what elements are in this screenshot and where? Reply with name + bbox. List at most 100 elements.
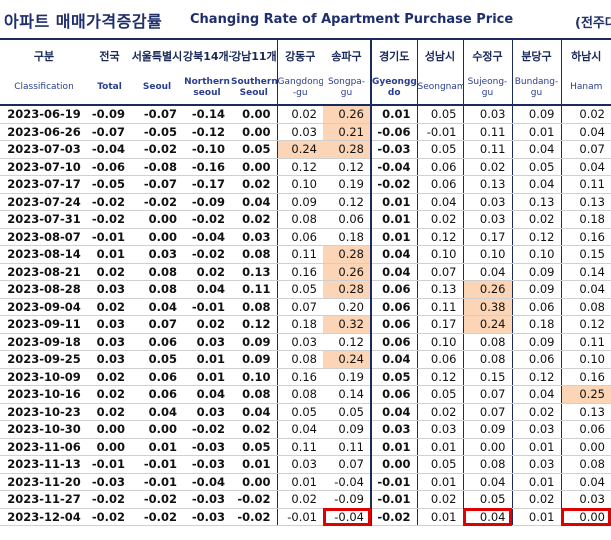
table-cell: 0.07 (560, 140, 611, 159)
table-row: 2023-10-30 0.00 0.00 -0.02 0.02 0.04 0.09 0.03 0… (0, 420, 611, 439)
table-cell: -0.01 (416, 123, 463, 141)
header-row-korean: 구분 전국 서울특별시 강북14개구 강남11개구 강동구 송파구 경기도 성남… (0, 38, 611, 71)
table-cell: 0.03 (560, 490, 611, 509)
table-cell: -0.01 (276, 508, 323, 526)
table-cell: 0.01 (231, 455, 277, 474)
row-date: 2023-10-30 (0, 420, 88, 439)
table-cell: 0.01 (370, 438, 417, 456)
table-cell: 0.32 (323, 315, 371, 334)
table-cell: 0.06 (511, 298, 561, 316)
table-cell: -0.04 (183, 473, 231, 491)
table-cell: -0.01 (131, 455, 183, 474)
table-cell: 0.11 (416, 298, 463, 316)
table-cell: 0.01 (511, 473, 561, 491)
table-cell: 0.07 (416, 263, 463, 281)
table-cell: 0.04 (560, 123, 611, 141)
table-cell: 0.03 (511, 455, 561, 474)
table-cell: -0.09 (323, 490, 371, 509)
table-cell: 0.04 (511, 385, 561, 404)
header-ko-6: 송파구 (323, 38, 371, 71)
table-cell: 0.06 (560, 420, 611, 439)
table-cell: -0.04 (323, 473, 371, 491)
header-ko-4: 강남11개구 (231, 38, 277, 71)
table-cell: 0.04 (370, 263, 417, 281)
table-cell: 0.12 (323, 158, 371, 176)
table-cell: 0.12 (560, 315, 611, 334)
table-cell: -0.10 (183, 140, 231, 159)
row-date: 2023-08-07 (0, 228, 88, 246)
table-cell: 0.14 (323, 385, 371, 404)
table-cell: 0.02 (416, 403, 463, 421)
table-cell: -0.07 (88, 123, 131, 141)
table-cell: 0.03 (88, 333, 131, 351)
row-date: 2023-11-06 (0, 438, 88, 456)
table-cell: -0.08 (131, 158, 183, 176)
table-cell: 0.07 (462, 385, 512, 404)
table-cell: 0.04 (560, 158, 611, 176)
table-cell: 0.03 (511, 420, 561, 439)
table-cell: 0.01 (370, 105, 417, 124)
table-row: 2023-09-25 0.03 0.05 0.01 0.09 0.08 0.24 0.04 0.… (0, 350, 611, 369)
table-row: 2023-11-06 0.00 0.01 -0.03 0.05 0.11 0.11 0.01 0… (0, 438, 611, 456)
table-cell: 0.18 (323, 228, 371, 246)
header-en-1: Total (88, 71, 131, 106)
table-cell: 0.05 (231, 438, 277, 456)
table-row: 2023-10-16 0.02 0.06 0.04 0.08 0.08 0.14 0.06 0.… (0, 385, 611, 404)
header-en-4: Southern Seoul (231, 71, 277, 106)
table-cell: -0.07 (131, 175, 183, 194)
table-cell: 0.04 (462, 473, 512, 491)
header-ko-0: 구분 (0, 38, 88, 71)
header-en-6: Songpa- gu (323, 71, 371, 106)
table-cell: 0.02 (183, 315, 231, 334)
table-cell: 0.03 (88, 350, 131, 369)
table-cell: 0.02 (416, 210, 463, 229)
table-cell: 0.11 (276, 245, 323, 264)
table-cell: 0.17 (462, 228, 512, 246)
row-date: 2023-07-10 (0, 158, 88, 176)
table-cell: 0.10 (231, 368, 277, 386)
header-ko-1: 전국 (88, 38, 131, 71)
table-cell: 0.04 (231, 403, 277, 421)
table-cell: -0.14 (183, 105, 231, 124)
table-cell: -0.02 (370, 175, 417, 194)
table-cell: -0.02 (131, 140, 183, 159)
table-cell: 0.07 (323, 455, 371, 474)
table-cell: 0.02 (276, 490, 323, 509)
row-date: 2023-11-13 (0, 455, 88, 474)
table-cell: 0.10 (511, 245, 561, 264)
table-cell: 0.08 (231, 298, 277, 316)
table-cell: 0.28 (323, 280, 371, 299)
table-cell: 0.05 (370, 368, 417, 386)
table-cell: 0.02 (462, 158, 512, 176)
table-cell: 0.04 (462, 263, 512, 281)
title-bar: 아파트 매매가격증감률 Changing Rate of Apartment P… (0, 0, 611, 36)
row-date: 2023-09-25 (0, 350, 88, 369)
table-cell: -0.02 (231, 490, 277, 509)
table-cell: 0.03 (88, 315, 131, 334)
table-cell: 0.05 (416, 105, 463, 124)
table-cell: 0.04 (276, 420, 323, 439)
header-en-8: Seongnam (416, 71, 463, 106)
table-cell: 0.00 (88, 420, 131, 439)
table-cell: 0.16 (276, 263, 323, 281)
table-cell: 0.04 (462, 508, 512, 526)
table-cell: 0.03 (183, 403, 231, 421)
table-cell: 0.13 (416, 280, 463, 299)
table-cell: 0.03 (276, 123, 323, 141)
table-cell: -0.03 (183, 508, 231, 526)
table-cell: 0.24 (462, 315, 512, 334)
table-cell: 0.03 (276, 455, 323, 474)
table-cell: 0.00 (131, 210, 183, 229)
table-cell: 0.16 (560, 228, 611, 246)
table-cell: 0.15 (462, 368, 512, 386)
table-cell: -0.01 (370, 490, 417, 509)
table-cell: 0.01 (183, 368, 231, 386)
table-cell: 0.11 (276, 438, 323, 456)
table-cell: 0.06 (416, 158, 463, 176)
table-cell: -0.05 (131, 123, 183, 141)
table-row: 2023-06-19 -0.09 -0.07 -0.14 0.00 0.02 0.26 0.0… (0, 105, 611, 124)
table-row: 2023-09-11 0.03 0.07 0.02 0.12 0.18 0.32 0.06 0.… (0, 315, 611, 334)
row-date: 2023-08-28 (0, 280, 88, 299)
row-date: 2023-10-23 (0, 403, 88, 421)
table-cell: 0.00 (231, 105, 277, 124)
